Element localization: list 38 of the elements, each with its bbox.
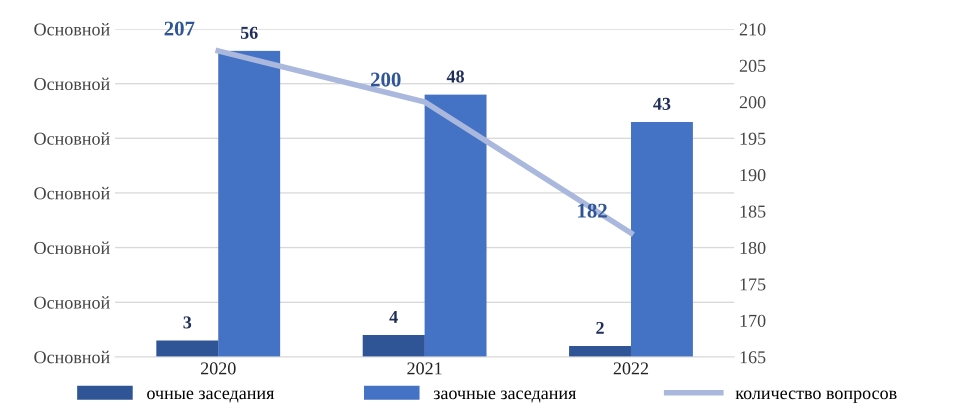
legend-label: заочные заседания (434, 390, 576, 403)
bar (218, 50, 280, 357)
data-label: 207 (164, 22, 194, 36)
y2-tick-label: 170 (740, 314, 766, 327)
bar (156, 340, 218, 357)
legend-label: очные заседания (147, 390, 274, 403)
y2-tick-label: 200 (740, 96, 766, 108)
y2-tick-label: 205 (740, 60, 766, 72)
category-label: Основной (34, 186, 110, 200)
data-label: 4 (389, 310, 398, 323)
bar (569, 346, 631, 357)
y2-tick-label: 165 (740, 351, 766, 364)
x-tick-label: 2021 (407, 362, 442, 374)
legend-label: количество вопросов (736, 390, 897, 403)
y2-tick-label: 210 (740, 23, 766, 36)
bar (424, 94, 487, 357)
data-label: 56 (240, 26, 258, 39)
category-label: Основной (34, 132, 110, 145)
category-label: Основной (34, 350, 110, 364)
data-label: 182 (578, 204, 607, 218)
category-label: Основной (34, 78, 110, 90)
y2-tick-label: 180 (740, 242, 766, 254)
bar (630, 122, 693, 357)
y2-tick-label: 195 (740, 132, 766, 145)
data-label: 3 (183, 316, 192, 329)
category-label: Основной (34, 242, 110, 254)
bar (362, 335, 425, 357)
x-tick-label: 2020 (200, 362, 236, 374)
data-label: 2 (596, 322, 604, 334)
x-tick-label: 2022 (614, 362, 648, 374)
y2-tick-label: 185 (740, 205, 766, 218)
category-label: Основной (34, 296, 110, 309)
category-label: Основной (34, 22, 110, 36)
y2-tick-label: 175 (740, 278, 766, 290)
y2-tick-label: 190 (740, 169, 766, 182)
data-label: 48 (446, 70, 464, 83)
data-label: 200 (370, 72, 401, 87)
data-label: 43 (653, 98, 670, 110)
